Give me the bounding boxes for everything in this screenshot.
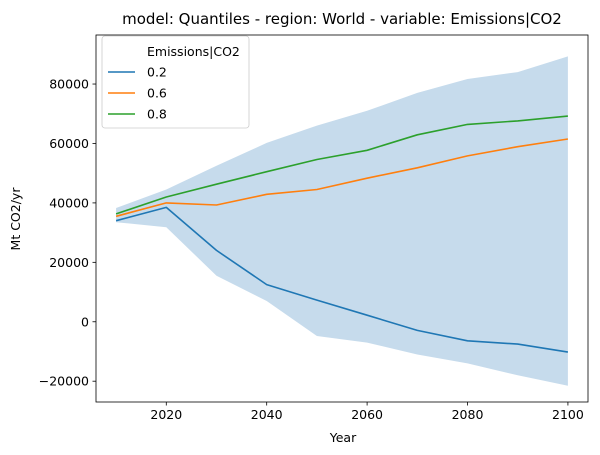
y-tick-label: 0 [81,314,89,329]
y-tick-label: 40000 [49,195,89,210]
x-tick-label: 2060 [351,407,383,422]
legend: Emissions|CO2 0.2 0.6 0.8 [101,35,250,129]
series-line-0-2 [115,206,569,353]
y-tick-label: 20000 [49,255,89,270]
chart-title: model: Quantiles - region: World - varia… [122,10,562,28]
x-tick-label: 2040 [251,407,283,422]
legend-label-0-8: 0.8 [147,107,167,122]
series-line-0-8 [115,115,568,215]
x-axis-title: Year [329,430,357,445]
x-tick-label: 2020 [150,407,182,422]
x-tick-label: 2100 [552,407,584,422]
x-tick-label: 2080 [452,407,484,422]
y-axis-title: Mt CO2/yr [8,187,23,251]
legend-label-0-6: 0.6 [147,86,167,101]
series-line-0-6 [115,138,569,218]
plot-frame [95,34,589,403]
legend-title: Emissions|CO2 [147,44,240,59]
y-tick-label: −20000 [39,374,89,389]
y-tick-label: 80000 [49,77,89,92]
quantile-band-layer [116,56,568,386]
y-tick-label: 60000 [49,136,89,151]
series-lines-layer [115,115,569,353]
axes: 2020 2040 2060 2080 2100 −20000 0 20000 40000 600… [39,34,589,422]
legend-label-0-2: 0.2 [147,65,167,80]
quantile-band [116,56,568,386]
legend-box [101,35,250,129]
